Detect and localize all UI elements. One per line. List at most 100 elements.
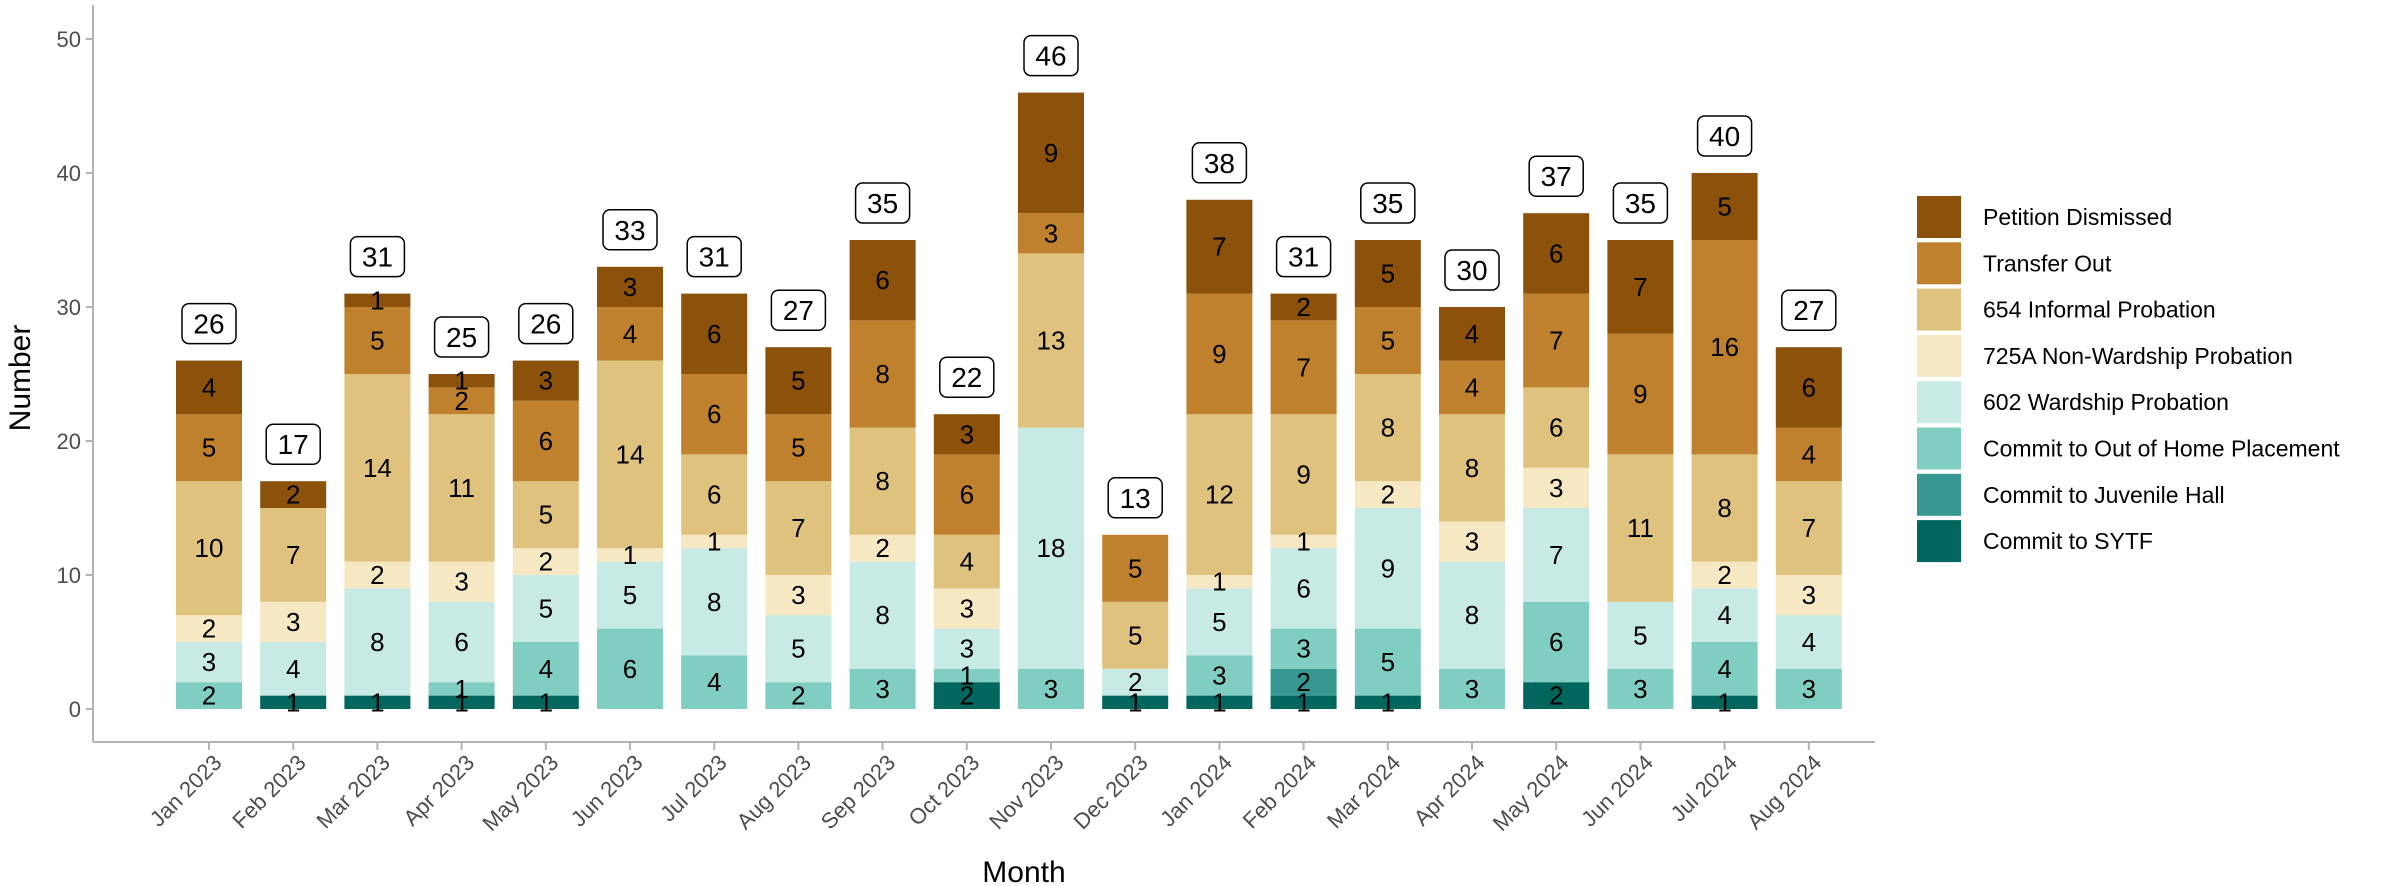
total-label-text: 37 — [1541, 161, 1572, 192]
data-label: 4 — [286, 654, 300, 684]
total-label: 35 — [854, 182, 911, 224]
data-label: 14 — [616, 439, 645, 469]
data-label: 6 — [1549, 413, 1563, 443]
bar-segment-602-wardship-probation — [1607, 601, 1674, 669]
bar-segment-petition-dismissed — [1354, 240, 1421, 307]
data-label: 1 — [370, 285, 384, 315]
bar-segment-654-informal-probation — [933, 534, 1000, 589]
total-label-box — [854, 182, 911, 224]
bar-segment-transfer-out — [1775, 427, 1842, 482]
data-label: 7 — [1296, 352, 1310, 382]
bar-segment-725a-non-wardship-probation — [1523, 467, 1590, 508]
x-tick-label: Feb 2023 — [227, 750, 310, 833]
legend-swatch — [1917, 381, 1961, 424]
data-label: 4 — [1717, 654, 1731, 684]
bar-segment-commit-to-sytf — [933, 682, 1000, 709]
x-tick-label: Apr 2023 — [398, 750, 479, 831]
legend-swatch — [1917, 427, 1961, 470]
total-label-text: 35 — [1625, 188, 1656, 219]
total-label-text: 46 — [1035, 41, 1066, 72]
bar-segment-654-informal-probation — [849, 427, 916, 535]
x-tick-label: May 2023 — [477, 750, 563, 836]
legend-label: Transfer Out — [1983, 250, 2112, 276]
total-label: 26 — [181, 302, 237, 345]
legend-label: Petition Dismissed — [1983, 204, 2172, 230]
bar-segment-725a-non-wardship-probation — [176, 615, 242, 642]
data-label: 2 — [791, 681, 805, 711]
bar-segment-654-informal-probation — [681, 454, 748, 535]
data-label: 2 — [875, 533, 889, 563]
data-label: 8 — [875, 359, 889, 389]
total-label: 26 — [518, 302, 574, 345]
total-label-box — [1275, 235, 1332, 278]
data-label: 1 — [1212, 687, 1226, 717]
data-label: 5 — [1381, 326, 1395, 356]
total-label: 31 — [349, 235, 406, 278]
bar-segment-commit-to-out-of-home-placement — [1775, 668, 1842, 709]
bar-segment-petition-dismissed — [1186, 199, 1253, 294]
total-label: 33 — [602, 209, 658, 251]
bar-segment-transfer-out — [765, 414, 832, 482]
data-label: 3 — [1549, 473, 1563, 503]
total-label: 25 — [433, 316, 490, 358]
data-label: 1 — [454, 687, 468, 717]
total-label-box — [265, 423, 321, 465]
data-label: 2 — [960, 681, 974, 711]
data-label: 4 — [623, 319, 637, 349]
total-label-box — [181, 302, 237, 345]
legend: Petition Dismissed Transfer Out 654 Inform… — [1917, 196, 2340, 563]
data-label: 9 — [1633, 379, 1647, 409]
data-label: 4 — [1465, 319, 1479, 349]
bar-segment-transfer-out — [428, 387, 495, 415]
total-label-box — [433, 316, 490, 358]
bar-segment-commit-to-out-of-home-placement — [765, 682, 832, 709]
bar-segment-602-wardship-probation — [933, 628, 1000, 669]
legend-swatch — [1917, 288, 1961, 331]
total-label: 38 — [1191, 142, 1248, 184]
data-label: 4 — [1717, 600, 1731, 630]
data-label: 1 — [707, 527, 721, 557]
x-tick-label: Jul 2023 — [655, 750, 732, 827]
bar-segment-petition-dismissed — [1775, 347, 1842, 428]
legend-label: 602 Wardship Probation — [1983, 389, 2229, 415]
bar-segment-725a-non-wardship-probation — [428, 561, 495, 602]
legend-swatch — [1917, 520, 1961, 563]
data-label: 9 — [1381, 553, 1395, 583]
y-tick-label: 50 — [57, 27, 81, 52]
data-label: 6 — [707, 319, 721, 349]
bar-segment-725a-non-wardship-probation — [260, 601, 327, 642]
data-label: 1 — [623, 540, 637, 570]
bar-segment-725a-non-wardship-probation — [344, 561, 411, 589]
data-label: 5 — [539, 594, 553, 624]
x-axis-title: Month — [982, 856, 1065, 886]
data-label: 7 — [1802, 513, 1816, 543]
total-label-box — [1528, 155, 1584, 197]
data-label: 1 — [370, 687, 384, 717]
data-label: 4 — [1802, 627, 1816, 657]
bar-segment-transfer-out — [1354, 307, 1421, 374]
y-tick-label: 20 — [57, 429, 81, 454]
bar-segment-commit-to-out-of-home-placement — [1270, 628, 1337, 669]
bar-segment-petition-dismissed — [260, 481, 327, 508]
bar-segment-602-wardship-probation — [1102, 668, 1169, 696]
data-label: 3 — [539, 366, 553, 396]
data-label: 1 — [454, 674, 468, 704]
data-label: 10 — [195, 533, 224, 563]
bar-segment-transfer-out — [681, 374, 748, 455]
data-label: 8 — [370, 627, 384, 657]
bar-segment-725a-non-wardship-probation — [1775, 575, 1842, 616]
data-label: 6 — [539, 426, 553, 456]
legend-item-commit-to-sytf: Commit to SYTF — [1917, 520, 2153, 563]
x-tick-label: May 2024 — [1488, 750, 1574, 836]
legend-label: 654 Informal Probation — [1983, 297, 2216, 323]
bar-segment-654-informal-probation — [512, 481, 579, 549]
data-label: 8 — [875, 466, 889, 496]
legend-swatch — [1917, 242, 1961, 285]
x-tick-label: Jul 2024 — [1666, 750, 1743, 827]
bar-segment-725a-non-wardship-probation — [1186, 575, 1253, 589]
data-label: 1 — [539, 687, 553, 717]
data-label: 2 — [1717, 560, 1731, 590]
data-label: 2 — [539, 547, 553, 577]
x-tick-label: Feb 2024 — [1238, 750, 1321, 833]
total-label-text: 30 — [1456, 255, 1487, 286]
